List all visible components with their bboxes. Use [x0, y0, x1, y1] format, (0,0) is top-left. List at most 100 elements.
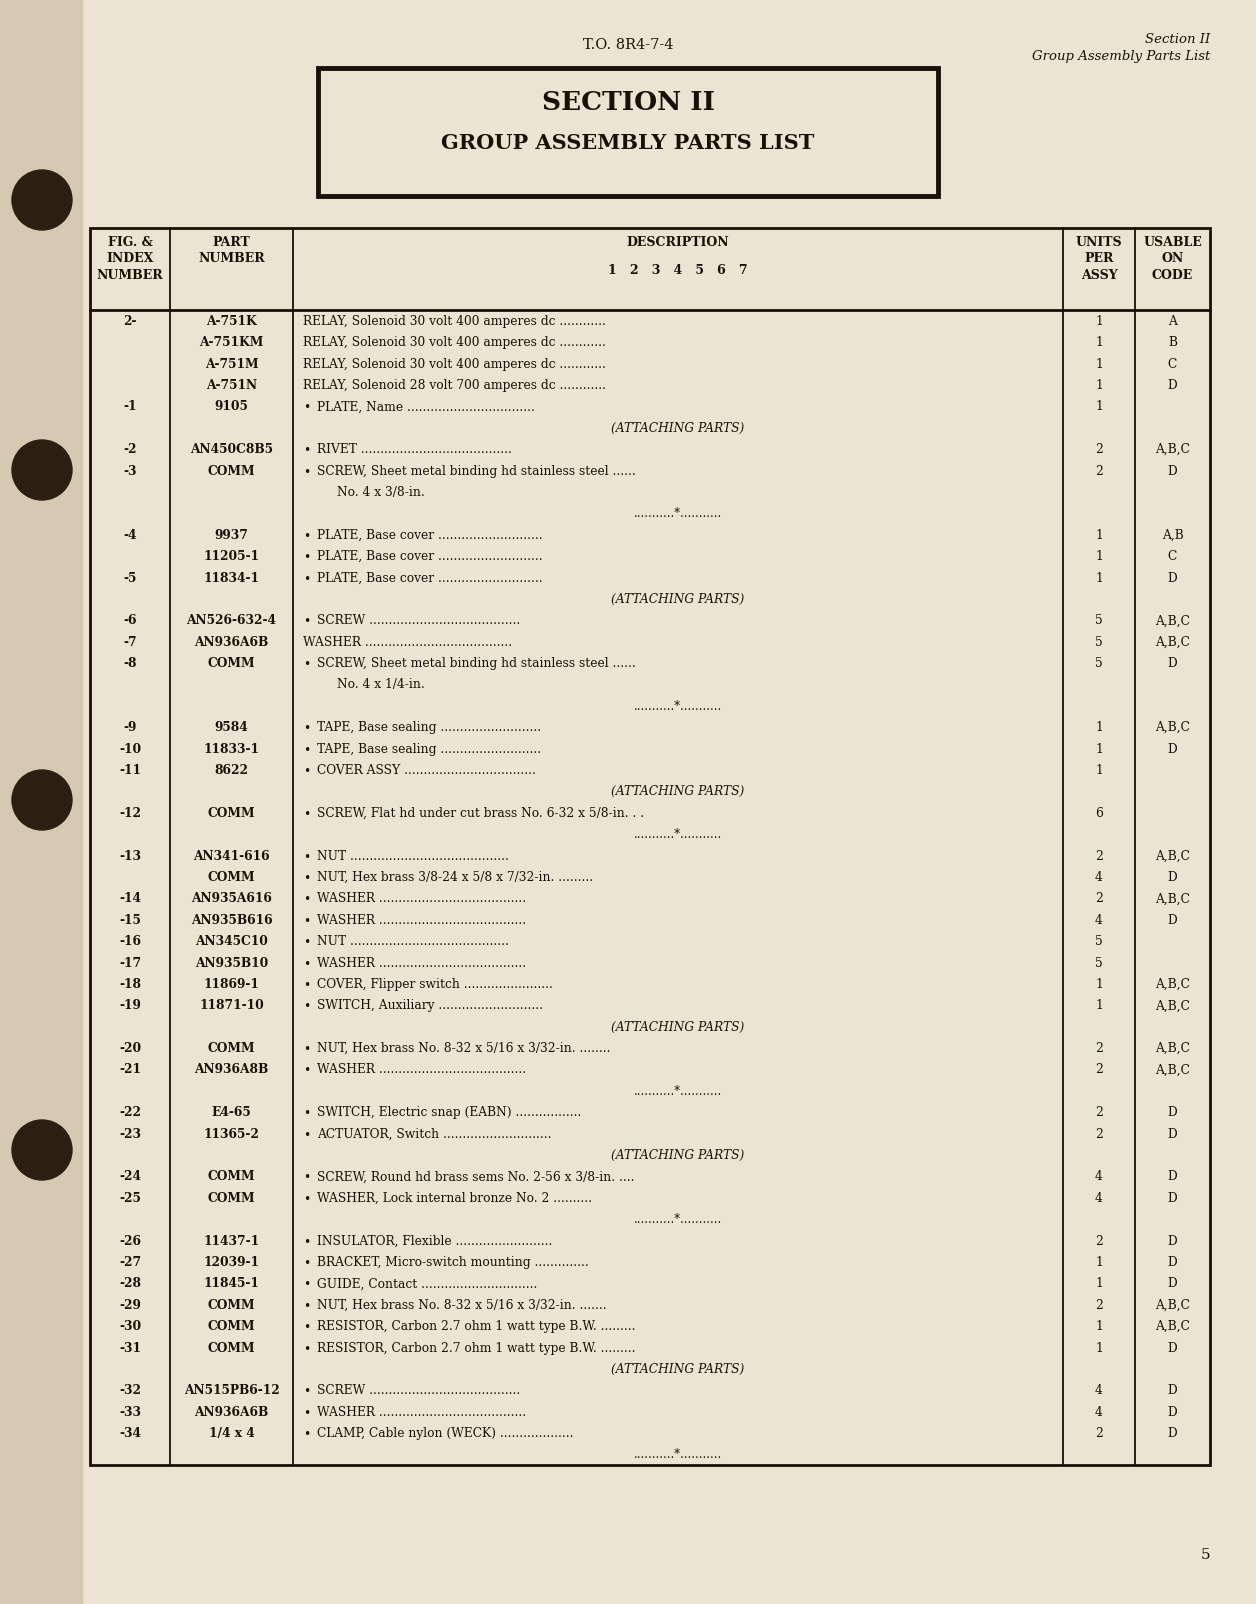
Text: D: D	[1168, 1405, 1177, 1418]
Text: -19: -19	[119, 999, 141, 1012]
Text: A,B,C: A,B,C	[1156, 1063, 1189, 1076]
Text: •: •	[303, 808, 310, 821]
Text: NUT .........................................: NUT ....................................…	[317, 850, 509, 863]
Text: RESISTOR, Carbon 2.7 ohm 1 watt type B.W. .........: RESISTOR, Carbon 2.7 ohm 1 watt type B.W…	[317, 1341, 636, 1354]
Text: (ATTACHING PARTS): (ATTACHING PARTS)	[612, 1148, 745, 1161]
Text: AN936A6B: AN936A6B	[195, 635, 269, 648]
Text: •: •	[303, 914, 310, 927]
Text: 11833-1: 11833-1	[203, 743, 260, 755]
Text: No. 4 x 3/8-in.: No. 4 x 3/8-in.	[337, 486, 425, 499]
Text: 2: 2	[1095, 850, 1103, 863]
Text: -34: -34	[119, 1428, 141, 1440]
Text: -4: -4	[123, 529, 137, 542]
Text: D: D	[1168, 1341, 1177, 1354]
Text: -8: -8	[123, 658, 137, 670]
Text: AN450C8B5: AN450C8B5	[190, 443, 273, 456]
Text: (ATTACHING PARTS): (ATTACHING PARTS)	[612, 1363, 745, 1376]
Text: (ATTACHING PARTS): (ATTACHING PARTS)	[612, 1020, 745, 1033]
Text: D: D	[1168, 871, 1177, 884]
Text: -3: -3	[123, 465, 137, 478]
Text: 2: 2	[1095, 1063, 1103, 1076]
Text: COVER, Flipper switch .......................: COVER, Flipper switch ..................…	[317, 978, 553, 991]
Text: AN935A616: AN935A616	[191, 892, 273, 905]
Text: A-751N: A-751N	[206, 379, 257, 391]
Text: COMM: COMM	[207, 658, 255, 670]
Text: •: •	[303, 552, 310, 565]
Circle shape	[13, 770, 72, 829]
Text: -22: -22	[119, 1107, 141, 1120]
Text: ...........*...........: ...........*...........	[634, 828, 722, 840]
Text: USABLE
ON
CODE: USABLE ON CODE	[1143, 236, 1202, 282]
Text: -1: -1	[123, 401, 137, 414]
Text: AN935B10: AN935B10	[195, 956, 268, 969]
Text: PLATE, Name .................................: PLATE, Name ............................…	[317, 401, 535, 414]
Text: •: •	[303, 1278, 310, 1291]
Text: INSULATOR, Flexible .........................: INSULATOR, Flexible ....................…	[317, 1235, 553, 1248]
Text: SCREW .......................................: SCREW ..................................…	[317, 614, 520, 627]
Text: D: D	[1168, 1277, 1177, 1290]
Text: -6: -6	[123, 614, 137, 627]
Text: DESCRIPTION: DESCRIPTION	[627, 236, 730, 249]
Text: -26: -26	[119, 1235, 141, 1248]
Text: ACTUATOR, Switch ............................: ACTUATOR, Switch .......................…	[317, 1128, 551, 1140]
Text: 2: 2	[1095, 1043, 1103, 1055]
Text: T.O. 8R4-7-4: T.O. 8R4-7-4	[583, 38, 673, 51]
Text: 2: 2	[1095, 1128, 1103, 1140]
Text: -12: -12	[119, 807, 141, 820]
Text: PLATE, Base cover ...........................: PLATE, Base cover ......................…	[317, 529, 543, 542]
Text: 1: 1	[1095, 337, 1103, 350]
Text: NUT, Hex brass No. 8-32 x 5/16 x 3/32-in. ........: NUT, Hex brass No. 8-32 x 5/16 x 3/32-in…	[317, 1043, 610, 1055]
Text: SWITCH, Auxiliary ...........................: SWITCH, Auxiliary ......................…	[317, 999, 543, 1012]
Text: 1: 1	[1095, 722, 1103, 735]
Text: COMM: COMM	[207, 465, 255, 478]
Text: A: A	[1168, 314, 1177, 327]
Text: COVER ASSY ..................................: COVER ASSY .............................…	[317, 764, 536, 776]
Text: D: D	[1168, 1128, 1177, 1140]
Text: 1: 1	[1095, 1341, 1103, 1354]
Text: SECTION II: SECTION II	[541, 90, 715, 115]
Text: 9584: 9584	[215, 722, 249, 735]
Text: No. 4 x 1/4-in.: No. 4 x 1/4-in.	[337, 678, 425, 691]
Text: A-751K: A-751K	[206, 314, 257, 327]
Text: A,B,C: A,B,C	[1156, 614, 1189, 627]
Text: WASHER ......................................: WASHER .................................…	[317, 956, 526, 969]
Text: 1: 1	[1095, 529, 1103, 542]
Text: •: •	[303, 1001, 310, 1014]
Text: TAPE, Base sealing ..........................: TAPE, Base sealing .....................…	[317, 722, 541, 735]
Text: 2: 2	[1095, 1428, 1103, 1440]
Text: -17: -17	[119, 956, 141, 969]
Text: E4-65: E4-65	[211, 1107, 251, 1120]
Text: COMM: COMM	[207, 1192, 255, 1205]
Text: A,B,C: A,B,C	[1156, 999, 1189, 1012]
Text: •: •	[303, 465, 310, 478]
Text: 1: 1	[1095, 379, 1103, 391]
Text: 1: 1	[1095, 1277, 1103, 1290]
Text: D: D	[1168, 1428, 1177, 1440]
Text: TAPE, Base sealing ..........................: TAPE, Base sealing .....................…	[317, 743, 541, 755]
Text: RELAY, Solenoid 30 volt 400 amperes dc ............: RELAY, Solenoid 30 volt 400 amperes dc .…	[303, 314, 605, 327]
Text: 11437-1: 11437-1	[203, 1235, 260, 1248]
Text: -9: -9	[123, 722, 137, 735]
Text: NUT, Hex brass No. 8-32 x 5/16 x 3/32-in. .......: NUT, Hex brass No. 8-32 x 5/16 x 3/32-in…	[317, 1299, 607, 1312]
Text: SCREW, Flat hd under cut brass No. 6-32 x 5/8-in. . .: SCREW, Flat hd under cut brass No. 6-32 …	[317, 807, 644, 820]
Text: (ATTACHING PARTS): (ATTACHING PARTS)	[612, 593, 745, 606]
Text: A,B,C: A,B,C	[1156, 850, 1189, 863]
Text: -5: -5	[123, 571, 137, 584]
Text: WASHER, Lock internal bronze No. 2 ..........: WASHER, Lock internal bronze No. 2 .....…	[317, 1192, 592, 1205]
Text: WASHER ......................................: WASHER .................................…	[317, 914, 526, 927]
Text: 4: 4	[1095, 914, 1103, 927]
Text: 1: 1	[1095, 1320, 1103, 1333]
Text: -33: -33	[119, 1405, 141, 1418]
Text: -18: -18	[119, 978, 141, 991]
Text: 2: 2	[1095, 465, 1103, 478]
Text: •: •	[303, 616, 310, 629]
Text: AN936A6B: AN936A6B	[195, 1405, 269, 1418]
Text: 4: 4	[1095, 1192, 1103, 1205]
Text: 2: 2	[1095, 1299, 1103, 1312]
Text: UNITS
PER
ASSY: UNITS PER ASSY	[1075, 236, 1123, 282]
Text: PART
NUMBER: PART NUMBER	[198, 236, 265, 266]
Text: D: D	[1168, 571, 1177, 584]
Text: B: B	[1168, 337, 1177, 350]
Text: COMM: COMM	[207, 1043, 255, 1055]
Text: •: •	[303, 658, 310, 670]
